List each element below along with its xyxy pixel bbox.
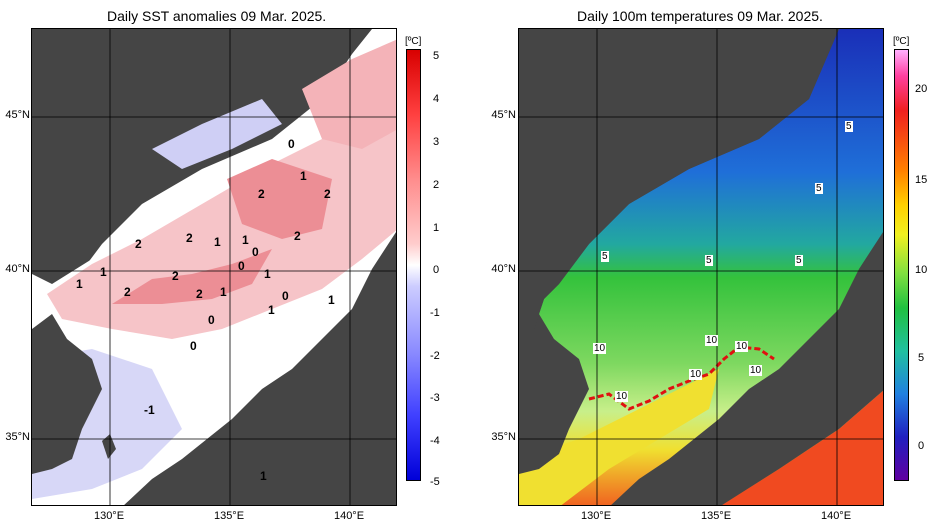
contour-label: 5 [795, 255, 803, 266]
anomaly-colorbar-tick: -3 [430, 392, 440, 404]
temp-100m-map-svg [519, 29, 883, 505]
contour-label: 5 [601, 251, 609, 262]
temp-grid [519, 29, 883, 505]
sst-warm-region-central [47, 85, 396, 339]
anomaly-colorbar-tick: 4 [433, 93, 440, 105]
sst-anomaly-map-svg [32, 29, 396, 505]
tsushima-island [102, 434, 116, 459]
contour-label: 2 [124, 285, 131, 299]
contour-label: 2 [324, 187, 331, 201]
contour-label: -1 [144, 403, 155, 417]
contour-label: 1 [300, 169, 307, 183]
anomaly-colorbar-tick: 0 [433, 264, 440, 276]
sst-warm-region-north [227, 159, 332, 239]
lat-label-40n: 40°N [5, 263, 30, 275]
contour-label: 10 [689, 369, 703, 380]
lon-label-135e: 135°E [213, 510, 245, 522]
sst-anomaly-map: 0 1 2 2 2 2 1 1 0 1 2 2 1 0 1 1 2 2 1 0 … [31, 28, 397, 506]
contour-label: 1 [220, 285, 227, 299]
contour-label: 1 [100, 265, 107, 279]
temp-hot-region-pacific [722, 390, 883, 505]
left-panel-title: Daily SST anomalies 09 Mar. 2025. [107, 8, 327, 24]
contour-label: 0 [288, 137, 295, 151]
contour-label: 0 [238, 259, 245, 273]
temp-colorbar-tick: 5 [918, 352, 925, 364]
contour-label: 10 [735, 341, 749, 352]
contour-label: 1 [242, 233, 249, 247]
anomaly-colorbar [406, 49, 421, 481]
contour-label: 2 [135, 237, 142, 251]
contour-label: 2 [172, 269, 179, 283]
korea-peninsula [32, 314, 102, 474]
contour-label: 0 [252, 245, 259, 259]
temp-100m-map: 5 5 5 5 5 10 10 10 10 10 10 [518, 28, 884, 506]
lat-label-35n: 35°N [5, 431, 30, 443]
lon-label-130e: 130°E [580, 510, 612, 522]
lon-label-135e: 135°E [700, 510, 732, 522]
temp-colorbar-tick: 15 [915, 174, 928, 186]
sst-warm-region-northeast [302, 39, 396, 149]
anomaly-colorbar-tick: -1 [430, 307, 440, 319]
contour-label: 1 [264, 267, 271, 281]
russia-coast [519, 29, 839, 329]
anomaly-colorbar-tick: -2 [430, 350, 440, 362]
contour-label: 1 [260, 469, 267, 483]
contour-label: 0 [208, 313, 215, 327]
temp-colorbar-tick: 10 [915, 264, 928, 276]
temp-colorbar-tick: 20 [915, 83, 928, 95]
lon-label-140e: 140°E [333, 510, 365, 522]
japan-honshu [611, 232, 883, 505]
lat-label-45n: 45°N [491, 109, 516, 121]
contour-label: 5 [815, 183, 823, 194]
contour-label: 0 [190, 339, 197, 353]
sst-warm-region-strong [112, 249, 272, 304]
contour-label: 1 [328, 293, 335, 307]
sst-cool-region-northwest [152, 99, 282, 169]
lat-label-45n: 45°N [5, 109, 30, 121]
contour-label: 2 [186, 231, 193, 245]
lon-label-140e: 140°E [820, 510, 852, 522]
anomaly-colorbar-tick: -4 [430, 435, 440, 447]
contour-label: 2 [294, 229, 301, 243]
lat-label-35n: 35°N [491, 431, 516, 443]
contour-label: 10 [615, 391, 629, 402]
contour-label: 2 [258, 187, 265, 201]
anomaly-colorbar-tick: -5 [430, 476, 440, 488]
sst-grid [32, 29, 396, 505]
contour-label: 10 [749, 365, 763, 376]
contour-label: 10 [705, 335, 719, 346]
korea-peninsula [519, 314, 589, 474]
japan-honshu [124, 232, 396, 505]
lat-label-40n: 40°N [491, 263, 516, 275]
temp-colorbar [894, 49, 909, 481]
anomaly-colorbar-tick: 1 [433, 222, 440, 234]
contour-label: 2 [196, 287, 203, 301]
anomaly-colorbar-tick: 5 [433, 50, 440, 62]
contour-label: 1 [214, 235, 221, 249]
contour-label: 1 [76, 277, 83, 291]
anomaly-colorbar-tick: 2 [433, 179, 440, 191]
anomaly-colorbar-unit: [ºC] [405, 36, 422, 47]
contour-label: 5 [845, 121, 853, 132]
lon-label-130e: 130°E [93, 510, 125, 522]
temp-colorbar-unit: [ºC] [893, 36, 910, 47]
contour-label: 10 [593, 343, 607, 354]
anomaly-colorbar-tick: 3 [433, 136, 440, 148]
right-panel-title: Daily 100m temperatures 09 Mar. 2025. [577, 8, 823, 24]
contour-label: 0 [282, 289, 289, 303]
contour-label: 1 [268, 303, 275, 317]
contour-label: 5 [705, 255, 713, 266]
temp-warm-region-south [519, 369, 719, 505]
temp-colorbar-tick: 0 [918, 440, 925, 452]
